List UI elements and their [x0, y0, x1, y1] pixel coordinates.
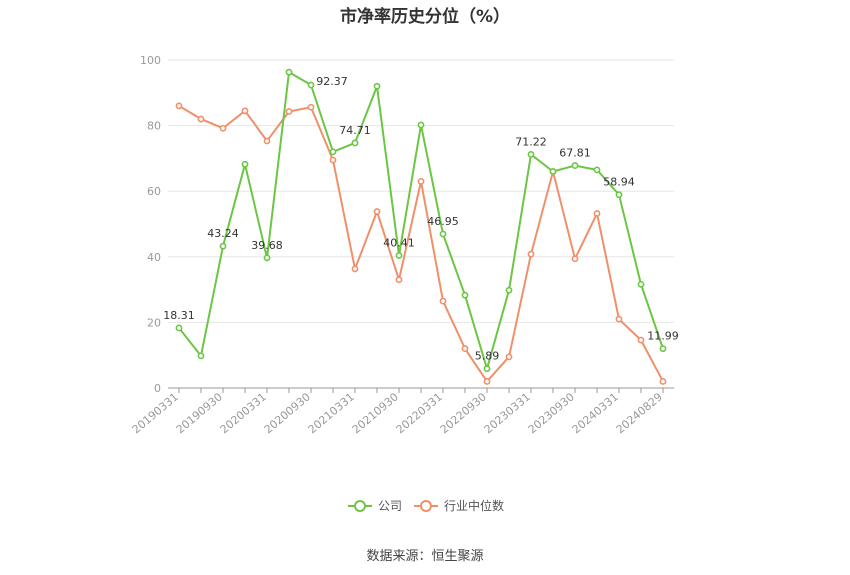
series-1-point-20240829 [659, 378, 667, 385]
series-1-point-20200930 [307, 103, 315, 111]
series-1-point-20230331 [527, 250, 535, 258]
y-tick-label-20: 20 [147, 316, 161, 329]
data-label-20230331: 71.22 [515, 135, 547, 148]
legend-label-0: 公司 [378, 499, 402, 513]
series-1-point-20201231 [329, 156, 337, 164]
y-tick-label-40: 40 [147, 251, 161, 264]
series-1-point-20231231 [593, 210, 601, 217]
x-tick-label-20240331: 20240331 [570, 390, 621, 436]
series-0-point-20210930 [395, 252, 403, 259]
data-label-20200930: 92.37 [316, 75, 348, 88]
x-tick-label-20230930: 20230930 [526, 390, 577, 436]
x-tick-label-20200930: 20200930 [262, 390, 313, 436]
series-1-point-20210630 [373, 208, 381, 215]
legend-swatch-marker-1 [420, 500, 432, 512]
x-tick-label-20220331: 20220331 [394, 390, 445, 436]
data-label-20190331: 18.31 [163, 309, 195, 322]
x-tick-label-20230331: 20230331 [482, 390, 533, 436]
series-1-point-20211231 [417, 177, 425, 185]
data-label-20190930: 43.24 [207, 227, 239, 240]
series-1-point-20221231 [505, 353, 513, 361]
series-1-point-20200331 [263, 137, 271, 145]
series-1-point-20200630 [285, 108, 293, 115]
y-tick-label-100: 100 [140, 54, 161, 67]
x-tick-label-20190930: 20190930 [174, 390, 225, 436]
x-tick-label-20210331: 20210331 [306, 390, 357, 436]
data-label-20240829: 11.99 [647, 330, 679, 343]
series-0-point-20240829 [659, 345, 667, 353]
legend-swatch-marker-0 [354, 500, 366, 512]
series-0-point-20200630 [285, 68, 293, 76]
series-0-point-20221231 [505, 286, 513, 294]
series-1-point-20190331 [175, 102, 183, 110]
series-1-point-20190630 [197, 115, 205, 123]
source-note: 数据来源：恒生聚源 [366, 549, 484, 564]
series-0-point-20240331 [615, 191, 623, 199]
series-0-point-20230930 [571, 162, 579, 169]
series-1-point-20210331 [351, 265, 359, 273]
x-tick-label-20200331: 20200331 [218, 390, 269, 436]
series-1-point-20210930 [395, 276, 403, 284]
data-label-20230930: 67.81 [559, 147, 591, 160]
series-0-point-20190331 [175, 324, 183, 332]
series-1-point-20220930 [483, 378, 491, 385]
data-label-20220331: 46.95 [427, 215, 459, 228]
series-1-point-20191231 [241, 107, 249, 115]
data-label-20210331: 74.71 [339, 124, 371, 137]
x-tick-label-20240829: 20240829 [614, 390, 665, 436]
series-0-point-20201231 [329, 148, 337, 156]
data-label-20220930: 5.89 [475, 350, 500, 363]
chart-title: 市净率历史分位（%） [339, 7, 511, 27]
series-0-point-20231231 [593, 166, 601, 174]
y-tick-label-80: 80 [147, 120, 161, 133]
series-0-point-20230630 [549, 168, 557, 175]
series-0-point-20220331 [439, 230, 447, 238]
series-0-point-20200331 [263, 254, 271, 262]
series-0-point-20220630 [461, 291, 469, 299]
series-0-point-20191231 [241, 160, 249, 168]
series-1-point-20220630 [461, 345, 469, 353]
series-line-0 [178, 71, 664, 370]
x-tick-label-20190331: 20190331 [130, 390, 181, 436]
series-1-point-20230930 [571, 255, 579, 263]
series-0-point-20220930 [483, 365, 491, 373]
y-tick-label-60: 60 [147, 185, 161, 198]
series-0-point-20211231 [417, 121, 425, 129]
x-tick-label-20210930: 20210930 [350, 390, 401, 436]
series-1-point-20220331 [439, 297, 447, 305]
y-tick-label-0: 0 [154, 382, 161, 395]
series-0-point-20230331 [527, 150, 535, 158]
series-0-point-20240630 [637, 280, 645, 288]
data-label-20200331: 39.68 [251, 239, 283, 252]
data-label-20210930: 40.41 [383, 236, 415, 249]
series-0-point-20200930 [307, 81, 315, 89]
x-tick-label-20220930: 20220930 [438, 390, 489, 436]
series-1-point-20240630 [637, 336, 645, 344]
series-0-point-20210630 [373, 82, 381, 90]
series-0-point-20190930 [219, 242, 227, 250]
series-1-point-20190930 [219, 124, 227, 132]
data-label-20240331: 58.94 [603, 176, 635, 189]
series-0-point-20190630 [197, 352, 205, 360]
legend-label-1: 行业中位数 [444, 498, 504, 513]
series-0-point-20210331 [351, 139, 359, 147]
series-1-point-20240331 [615, 315, 623, 323]
